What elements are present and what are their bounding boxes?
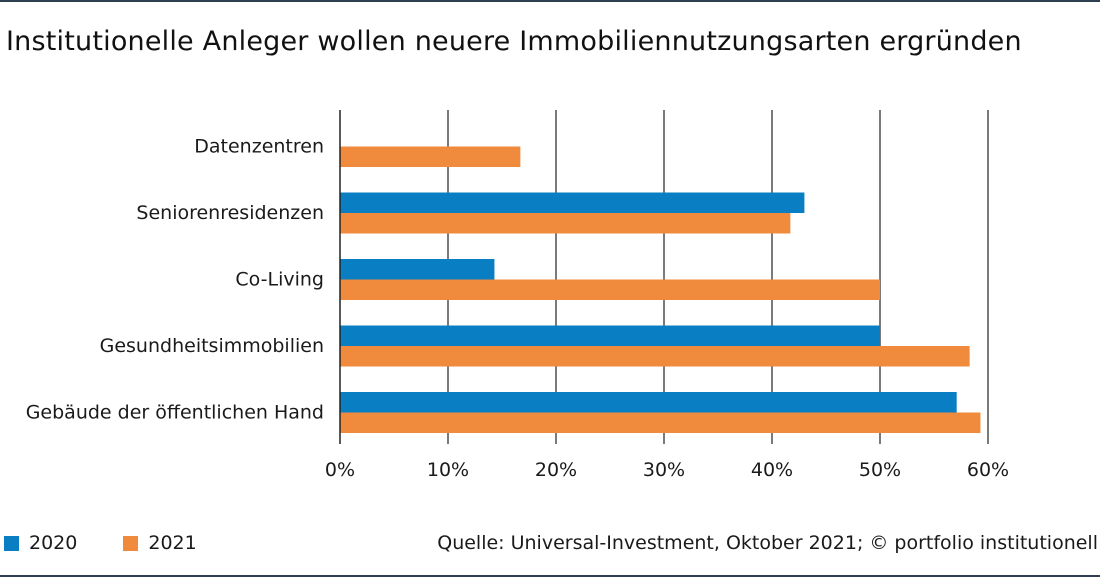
chart-title: Institutionelle Anleger wollen neuere Im… xyxy=(6,26,1022,57)
legend-item-2020: 2020 xyxy=(4,532,77,554)
bar-2021 xyxy=(340,412,981,433)
x-tick-labels: 0% 10% 20% 30% 40% 50% 60% xyxy=(325,459,1009,481)
bar-2020 xyxy=(340,392,957,413)
x-tick-label: 20% xyxy=(535,459,577,481)
source-note: Quelle: Universal-Investment, Oktober 20… xyxy=(437,532,1098,554)
category-labels: Datenzentren Seniorenresidenzen Co-Living G… xyxy=(26,136,324,424)
category-label: Seniorenresidenzen xyxy=(136,202,324,224)
category-label: Datenzentren xyxy=(194,136,324,158)
x-tick-label: 30% xyxy=(643,459,685,481)
bar-2021 xyxy=(340,346,970,367)
category-label: Gesundheitsimmobilien xyxy=(100,335,324,357)
x-tick-label: 60% xyxy=(967,459,1009,481)
category-label: Co-Living xyxy=(235,269,324,291)
legend-swatch-2020 xyxy=(4,535,19,551)
bar-2020 xyxy=(340,192,805,213)
bars xyxy=(340,146,981,433)
legend: 2020 2021 xyxy=(4,532,243,554)
legend-label-2021: 2021 xyxy=(148,532,197,554)
legend-swatch-2021 xyxy=(123,535,139,551)
x-tick-label: 10% xyxy=(427,459,469,481)
bar-2020 xyxy=(340,259,495,280)
category-label: Gebäude der öffentlichen Hand xyxy=(26,402,324,424)
x-tick-label: 0% xyxy=(325,459,355,481)
x-tick-label: 50% xyxy=(859,459,901,481)
bar-2021 xyxy=(340,213,791,234)
bar-2021 xyxy=(340,146,521,167)
legend-label-2020: 2020 xyxy=(29,532,78,554)
bar-2021 xyxy=(340,279,880,300)
bottom-rule xyxy=(0,575,1100,577)
top-rule xyxy=(0,0,1100,2)
legend-item-2021: 2021 xyxy=(123,532,197,554)
x-tick-label: 40% xyxy=(751,459,793,481)
bar-2020 xyxy=(340,325,880,346)
